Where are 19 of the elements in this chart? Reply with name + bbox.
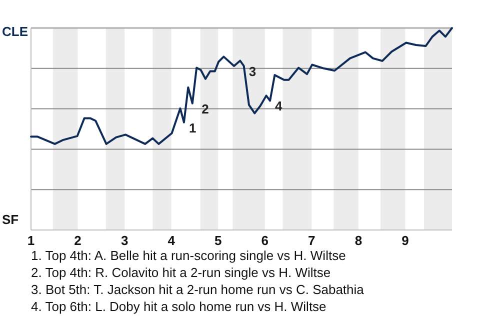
x-tick-label: 7 (308, 233, 316, 248)
x-tick-label: 4 (168, 233, 176, 248)
x-tick-label: 5 (214, 233, 222, 248)
annotation: 4 (275, 98, 284, 114)
text: 1. Top 4th: A. Belle hit a run-scoring single vs H. Wiltse (31, 248, 346, 263)
x-tick-label: 6 (261, 233, 269, 248)
text: CLE (2, 24, 28, 39)
text: 2. Top 4th: R. Colavito hit a 2-run single vs H. Wiltse (31, 265, 331, 280)
text: SF (2, 212, 19, 227)
annotation: 1 (188, 120, 196, 136)
x-tick-label: 8 (354, 233, 362, 248)
annotation: 3 (248, 64, 256, 79)
x-tick-label: 1 (27, 233, 35, 248)
x-tick-label: 3 (120, 233, 128, 248)
x-tick-label: 2 (74, 233, 82, 248)
annotation: 2 (202, 101, 209, 116)
text: 4. Top 6th: L. Doby hit a solo home run vs H. Wiltse (31, 299, 326, 314)
text: 3. Bot 5th: T. Jackson hit a 2-run home run vs C. Sabathia (31, 282, 365, 297)
x-tick-label: 9 (402, 233, 409, 248)
